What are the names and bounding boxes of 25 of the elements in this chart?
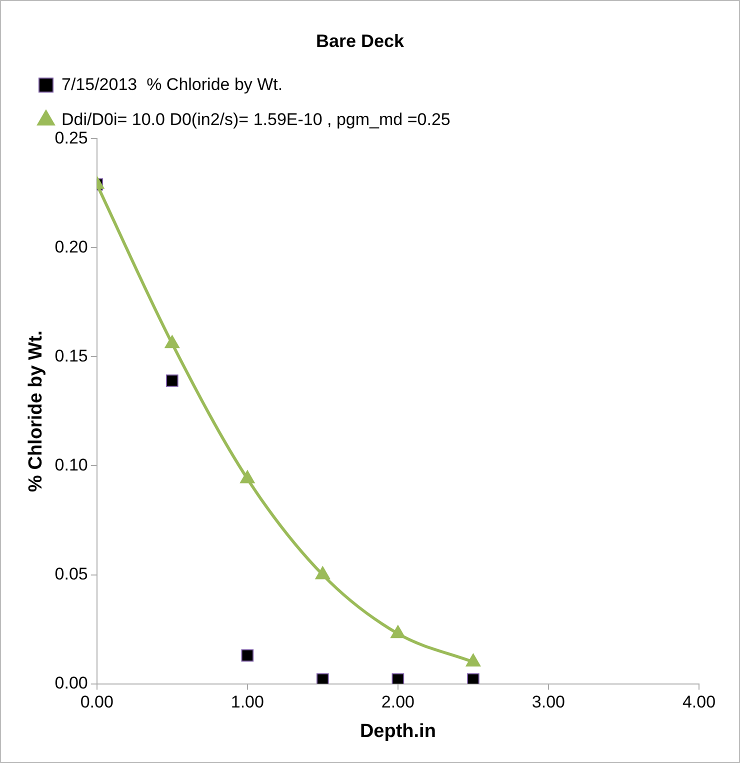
x-tick-label: 1.00 (230, 692, 264, 712)
point (392, 673, 404, 684)
y-axis-title: % Chloride by Wt. (26, 330, 47, 492)
y-tick-label: 0.00 (54, 673, 88, 692)
point (390, 625, 406, 638)
point (466, 653, 481, 666)
x-tick-label: 4.00 (682, 692, 716, 712)
y-tick-label: 0.20 (54, 237, 88, 256)
x-tick-label: 0.00 (80, 692, 114, 712)
point (240, 470, 255, 484)
x-tick-label: 3.00 (532, 692, 566, 712)
legend-label: Ddi/D0i= 10.0 D0(in2/s)= 1.59E-10 , pgm_md =0.25 (62, 110, 450, 129)
x-axis-title: Depth.in (360, 720, 436, 742)
x-tick-label: 2.00 (381, 692, 414, 712)
legend-label: 7/15/2013 % Chloride by Wt. (62, 74, 283, 94)
point (241, 649, 254, 662)
y-tick-label: 0.05 (54, 564, 88, 584)
y-tick-label: 0.25 (54, 128, 88, 148)
point (316, 673, 329, 684)
y-tick-label: 0.15 (54, 346, 88, 366)
point (467, 673, 480, 684)
point (164, 335, 180, 348)
y-tick-label: 0.10 (54, 455, 88, 474)
point (315, 566, 330, 580)
chart-title: Bare Deck (316, 30, 406, 51)
